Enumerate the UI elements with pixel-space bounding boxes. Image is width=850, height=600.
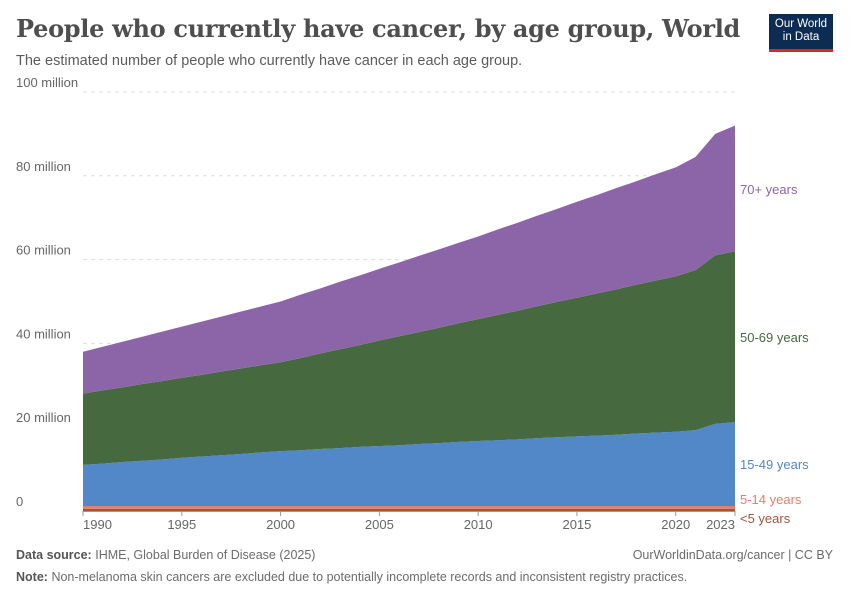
note: Note: Non-melanoma skin cancers are excl… (16, 570, 687, 584)
y-tick-label: 100 million (16, 75, 78, 90)
series-label: 5-14 years (740, 492, 802, 507)
series-label: <5 years (740, 511, 791, 526)
chart-subtitle: The estimated number of people who curre… (16, 53, 523, 69)
series-label: 50-69 years (740, 330, 809, 345)
x-tick-label: 2020 (661, 517, 690, 532)
y-tick-label: 80 million (16, 159, 71, 174)
data-source: Data source: IHME, Global Burden of Dise… (16, 548, 315, 562)
x-tick-label: 2010 (464, 517, 493, 532)
x-tick-label: 2015 (562, 517, 591, 532)
y-tick-label: 60 million (16, 243, 71, 258)
area--5-years (83, 508, 735, 511)
source-text: IHME, Global Burden of Disease (2025) (95, 548, 316, 562)
x-tick-label: 2023 (706, 517, 735, 532)
y-tick-label: 0 (16, 494, 23, 509)
owid-logo[interactable]: Our World in Data (769, 14, 833, 52)
x-tick-label: 1995 (167, 517, 196, 532)
area-15-49-years (83, 422, 735, 506)
x-tick-label: 2005 (365, 517, 394, 532)
source-label: Data source: (16, 548, 92, 562)
series-label: 15-49 years (740, 457, 809, 472)
x-tick-label: 1990 (83, 517, 112, 532)
area-5-14-years (83, 505, 735, 509)
y-tick-label: 20 million (16, 410, 71, 425)
y-tick-label: 40 million (16, 326, 71, 341)
note-text: Non-melanoma skin cancers are excluded d… (51, 570, 688, 584)
series-label: 70+ years (740, 182, 798, 197)
area-50-69-years (83, 251, 735, 465)
x-tick-label: 2000 (266, 517, 295, 532)
source-url[interactable]: OurWorldinData.org/cancer | CC BY (632, 548, 833, 562)
note-label: Note: (16, 570, 48, 584)
chart-title: People who currently have cancer, by age… (16, 14, 740, 43)
area-70-years (83, 125, 735, 394)
